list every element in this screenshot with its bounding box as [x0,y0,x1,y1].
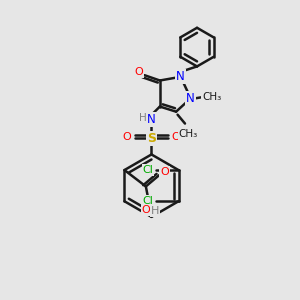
Text: O: O [172,132,180,142]
Text: N: N [186,92,195,105]
Text: S: S [147,132,156,145]
Text: O: O [160,167,169,177]
Text: N: N [147,113,156,126]
Text: CH₃: CH₃ [178,129,198,139]
Text: O: O [134,67,143,77]
Text: N: N [176,70,185,83]
Text: H: H [139,113,146,124]
Text: O: O [123,132,131,142]
Text: H: H [151,206,159,216]
Text: CH₃: CH₃ [202,92,221,102]
Text: Cl: Cl [142,165,153,175]
Text: O: O [142,205,150,215]
Text: Cl: Cl [142,196,153,206]
